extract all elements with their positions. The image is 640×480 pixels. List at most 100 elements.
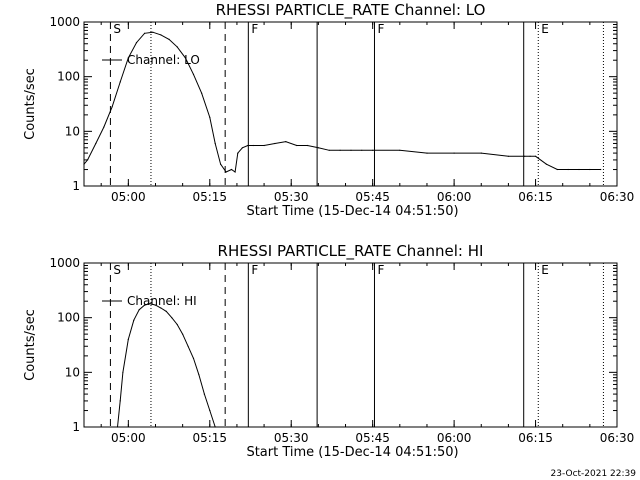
data-point: [241, 147, 243, 149]
data-point: [263, 144, 265, 147]
event-marker-letter: E: [541, 263, 549, 277]
event-marker-letter: F: [251, 263, 258, 277]
y-tick-label: 10: [65, 365, 80, 379]
data-point: [122, 371, 124, 373]
x-tick-label: 05:15: [192, 190, 227, 204]
event-marker-letter: S: [113, 263, 121, 277]
y-tick-label: 10: [65, 124, 80, 138]
data-point: [184, 57, 186, 59]
x-tick-label: 05:00: [111, 190, 146, 204]
data-point: [225, 171, 227, 173]
data-point: [230, 168, 233, 171]
data-point: [214, 426, 216, 428]
data-point: [361, 149, 363, 151]
x-tick-label: 05:15: [192, 431, 227, 445]
y-tick-label: 1000: [49, 15, 80, 29]
event-marker-letter: F: [251, 22, 258, 36]
data-point: [144, 32, 146, 34]
data-point: [182, 333, 184, 335]
x-tick-label: 06:00: [437, 190, 472, 204]
x-tick-label: 06:30: [600, 190, 635, 204]
data-point: [234, 171, 236, 173]
chart-panel-2: RHESSI PARTICLE_RATE Channel: HI 05:00 05:…: [23, 242, 634, 460]
data-point: [83, 163, 85, 165]
footer-timestamp: 23-Oct-2021 22:39: [551, 469, 637, 479]
data-point: [95, 142, 97, 145]
data-point: [535, 155, 537, 157]
data-point: [545, 163, 548, 165]
data-point: [524, 155, 526, 157]
data-point: [168, 38, 170, 41]
data-point: [198, 374, 200, 376]
data-point: [87, 159, 89, 161]
legend-label: Channel: HI: [127, 294, 197, 308]
data-point: [453, 152, 455, 154]
data-point: [154, 304, 157, 306]
data-point: [317, 147, 319, 149]
y-tick-label: 1: [72, 420, 80, 434]
data-point: [372, 149, 374, 151]
x-tick-label: 05:30: [274, 431, 309, 445]
data-point: [285, 141, 287, 143]
data-point: [149, 303, 151, 305]
data-point: [350, 149, 352, 151]
x-axis-label: Start Time (15-Dec-14 04:51:50): [246, 445, 458, 460]
data-point: [187, 345, 189, 347]
x-tick-label: 06:30: [600, 431, 635, 445]
data-point: [600, 168, 602, 171]
event-marker-letter: F: [377, 22, 384, 36]
data-point: [556, 168, 558, 171]
data-point: [165, 310, 167, 312]
data-point: [507, 155, 509, 157]
data-point: [328, 149, 330, 151]
data-point: [529, 155, 531, 157]
data-point: [237, 152, 239, 154]
data-point: [399, 149, 401, 151]
data-point: [138, 309, 140, 311]
data-point: [127, 338, 129, 340]
data-point: [589, 168, 591, 171]
data-point: [220, 163, 222, 165]
plot-frame: [83, 21, 618, 187]
x-tick-label: 06:00: [437, 431, 472, 445]
data-point: [160, 34, 162, 36]
y-tick-label: 100: [57, 311, 80, 325]
legend-label: Channel: LO: [127, 53, 200, 67]
y-tick-label: 1: [72, 179, 80, 193]
data-point: [119, 81, 121, 83]
data-point: [339, 149, 341, 151]
plot-frame: [83, 262, 618, 428]
x-tick-label: 05:30: [274, 190, 309, 204]
data-point: [127, 57, 129, 59]
data-point: [111, 106, 113, 108]
data-point: [201, 92, 203, 94]
data-point: [176, 323, 178, 326]
data-point: [306, 144, 309, 147]
data-point: [209, 116, 211, 118]
data-point: [214, 142, 216, 145]
data-point: [274, 142, 276, 145]
data-series-line: [117, 303, 216, 428]
data-point: [152, 31, 154, 33]
data-point: [192, 357, 195, 359]
data-point: [426, 152, 428, 154]
data-point: [135, 42, 138, 44]
x-tick-label: 05:45: [355, 190, 390, 204]
data-point: [176, 46, 178, 48]
data-point: [133, 319, 135, 321]
x-tick-label: 05:00: [111, 431, 146, 445]
chart-panel-1: RHESSI PARTICLE_RATE Channel: LO 05:00 05:…: [23, 1, 634, 219]
data-point: [480, 152, 482, 154]
data-point: [203, 393, 205, 395]
x-tick-label: 05:45: [355, 431, 390, 445]
y-tick-label: 1000: [49, 256, 80, 270]
event-marker-letter: S: [113, 22, 121, 36]
y-axis-label: Counts/sec: [23, 309, 38, 381]
data-point: [296, 144, 298, 147]
data-point: [144, 304, 146, 306]
data-point: [578, 168, 580, 171]
data-point: [192, 73, 195, 75]
data-point: [171, 317, 173, 319]
x-tick-label: 06:15: [518, 431, 553, 445]
x-axis-label: Start Time (15-Dec-14 04:51:50): [246, 204, 458, 219]
